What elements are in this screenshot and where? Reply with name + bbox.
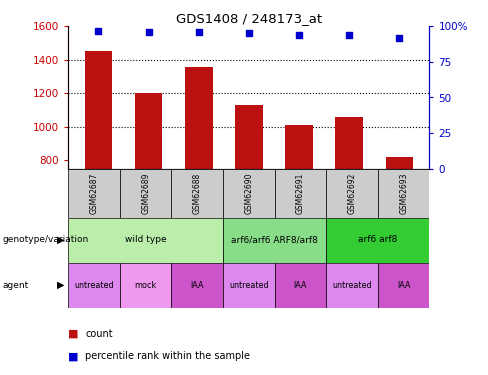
- Text: GSM62690: GSM62690: [244, 172, 253, 214]
- Bar: [223, 262, 275, 308]
- Bar: [120, 169, 171, 217]
- Bar: [84, 51, 112, 169]
- Text: ■: ■: [68, 351, 79, 361]
- Text: IAA: IAA: [190, 280, 204, 290]
- Text: IAA: IAA: [294, 280, 307, 290]
- Bar: [68, 169, 120, 217]
- Bar: [275, 262, 326, 308]
- Bar: [235, 105, 263, 169]
- Text: IAA: IAA: [397, 280, 410, 290]
- Bar: [135, 93, 163, 169]
- Text: agent: agent: [2, 280, 29, 290]
- Text: ■: ■: [68, 329, 79, 339]
- Point: [346, 32, 353, 38]
- Title: GDS1408 / 248173_at: GDS1408 / 248173_at: [176, 12, 322, 25]
- Bar: [386, 157, 413, 169]
- Bar: [68, 217, 223, 262]
- Text: ▶: ▶: [57, 235, 65, 245]
- Text: GSM62692: GSM62692: [347, 172, 357, 214]
- Point: [295, 32, 303, 38]
- Bar: [223, 217, 326, 262]
- Point: [395, 34, 403, 40]
- Text: GSM62687: GSM62687: [90, 172, 99, 214]
- Bar: [326, 262, 378, 308]
- Point: [195, 29, 203, 35]
- Text: GSM62693: GSM62693: [399, 172, 408, 214]
- Bar: [223, 169, 275, 217]
- Text: percentile rank within the sample: percentile rank within the sample: [85, 351, 250, 361]
- Text: wild type: wild type: [125, 236, 166, 244]
- Bar: [120, 262, 171, 308]
- Point: [245, 30, 253, 36]
- Text: genotype/variation: genotype/variation: [2, 236, 89, 244]
- Text: untreated: untreated: [332, 280, 372, 290]
- Bar: [171, 262, 223, 308]
- Text: ▶: ▶: [57, 280, 65, 290]
- Text: mock: mock: [135, 280, 157, 290]
- Bar: [275, 169, 326, 217]
- Bar: [378, 169, 429, 217]
- Bar: [68, 262, 120, 308]
- Text: untreated: untreated: [74, 280, 114, 290]
- Text: GSM62689: GSM62689: [141, 172, 150, 214]
- Bar: [285, 125, 313, 169]
- Bar: [335, 117, 363, 169]
- Bar: [326, 169, 378, 217]
- Bar: [171, 169, 223, 217]
- Bar: [378, 262, 429, 308]
- Text: arf6/arf6 ARF8/arf8: arf6/arf6 ARF8/arf8: [231, 236, 318, 244]
- Point: [95, 27, 102, 33]
- Text: untreated: untreated: [229, 280, 269, 290]
- Text: count: count: [85, 329, 113, 339]
- Text: GSM62688: GSM62688: [193, 172, 202, 214]
- Bar: [326, 217, 429, 262]
- Text: arf6 arf8: arf6 arf8: [358, 236, 398, 244]
- Text: GSM62691: GSM62691: [296, 172, 305, 214]
- Bar: [185, 68, 212, 169]
- Point: [144, 29, 152, 35]
